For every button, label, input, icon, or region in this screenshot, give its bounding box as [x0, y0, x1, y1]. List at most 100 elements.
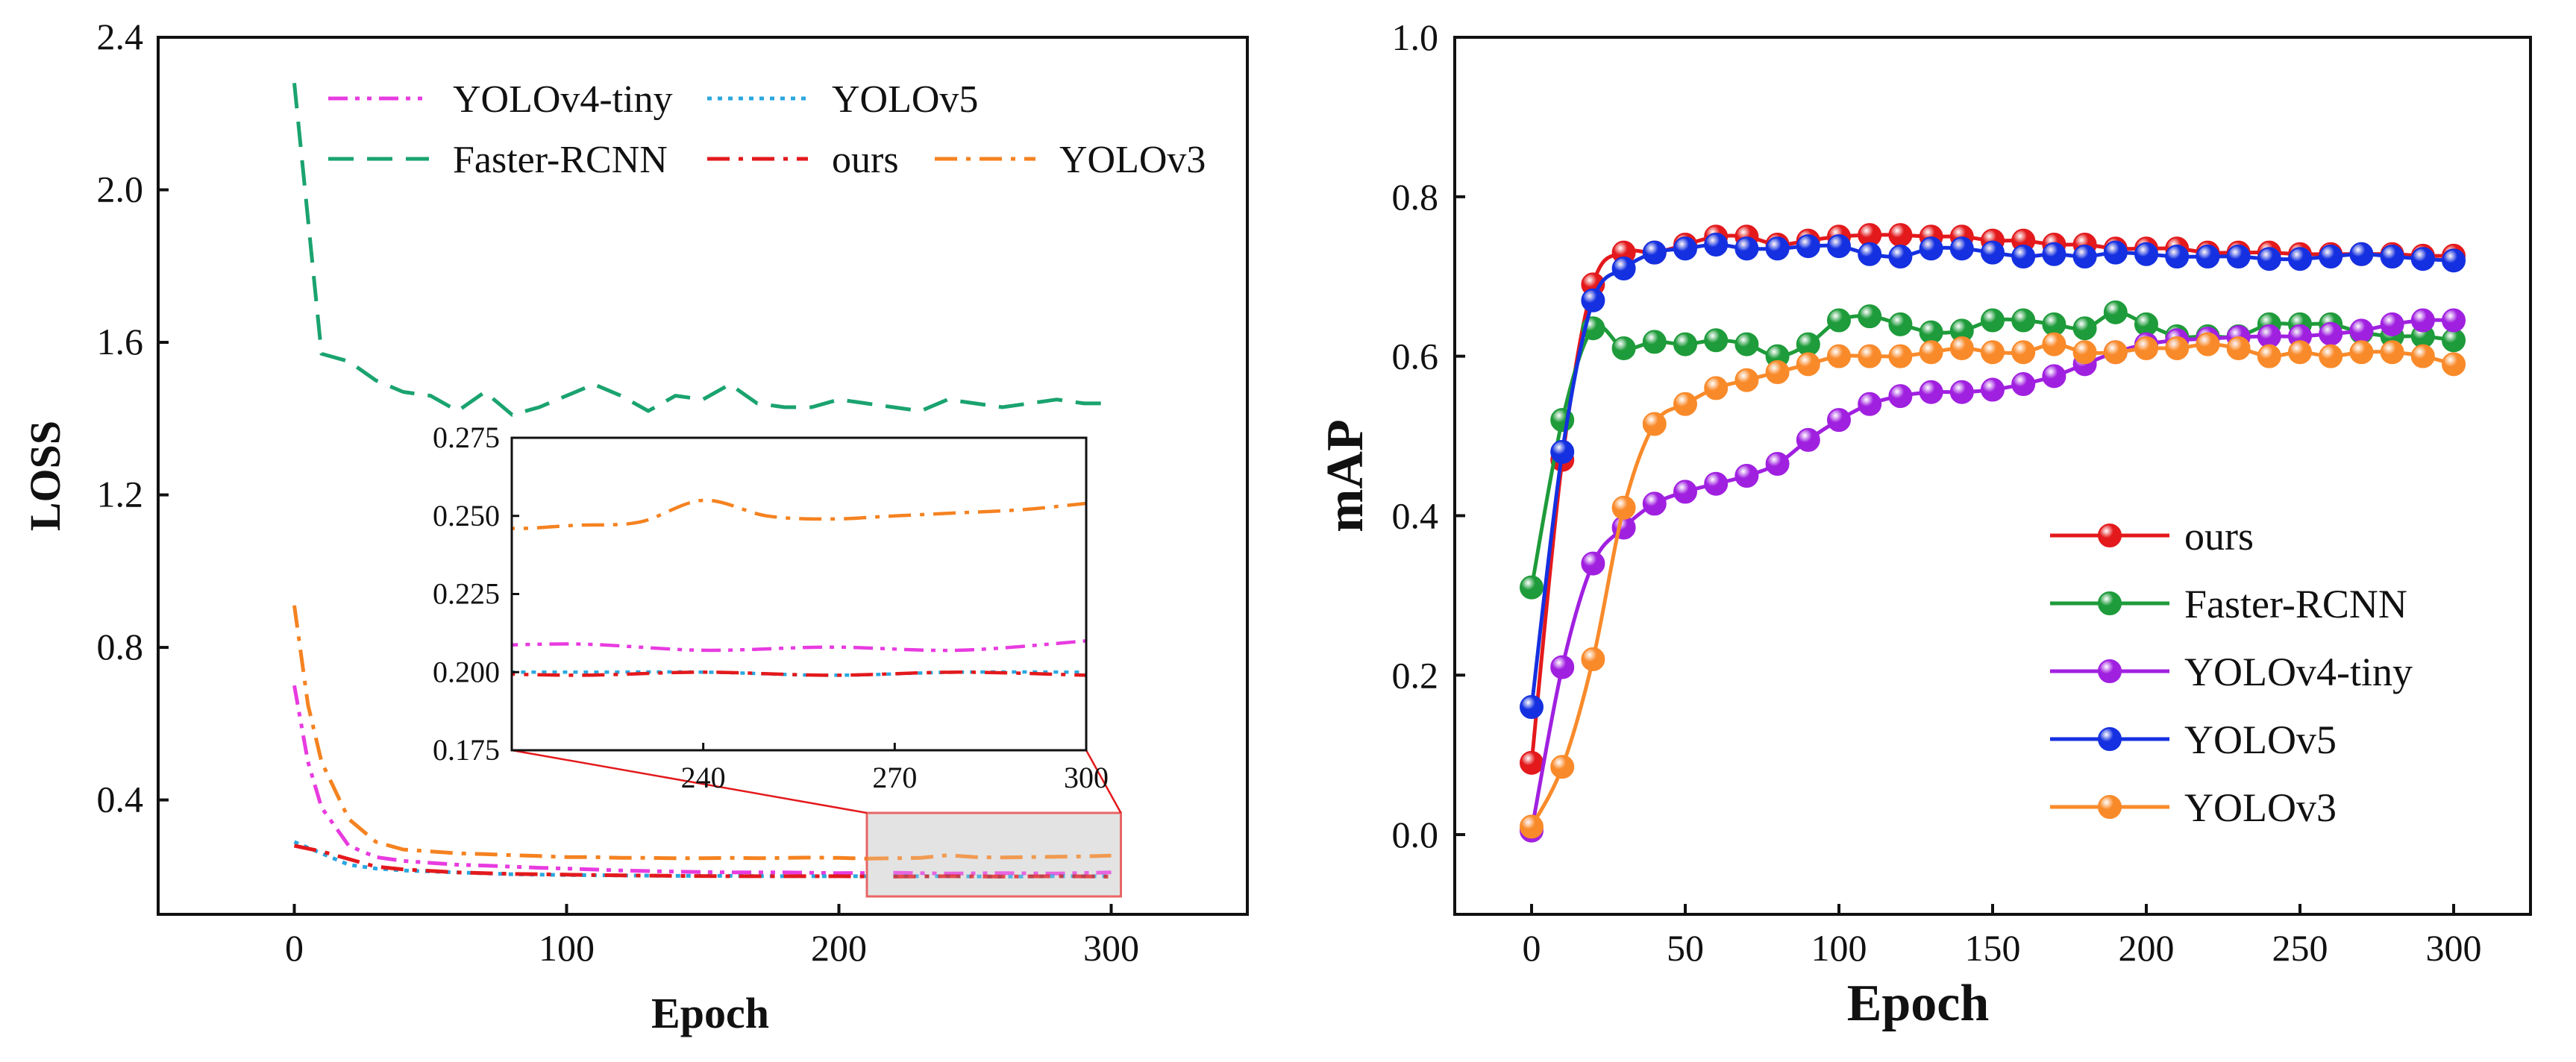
data-point: [1949, 236, 1974, 261]
legend-item-yolov5: YOLOv5: [707, 78, 978, 121]
data-point: [2072, 316, 2097, 341]
y-tick-label: 0.4: [97, 779, 144, 820]
data-point: [2011, 245, 2036, 268]
data-point: [2380, 312, 2404, 336]
data-point: [2103, 300, 2128, 324]
data-point: [2442, 352, 2466, 377]
legend-item-yolov4-tiny: YOLOv4-tiny: [328, 78, 673, 121]
data-point: [1704, 328, 1729, 353]
legend-label: YOLOv3: [2184, 785, 2337, 830]
loss-chart: 0 100 200 300 0.4 0.8 1.2 1.6 2.0 2.4 Epoch LOSS YOL…: [21, 16, 1249, 1037]
data-point: [1673, 480, 1697, 504]
data-point: [2288, 340, 2312, 365]
data-point: [1581, 551, 1605, 576]
data-point: [1827, 408, 1851, 433]
data-point: [1734, 236, 1759, 261]
inset-background: [512, 438, 1086, 750]
legend-item-faster-rcnn: Faster-RCNN: [328, 139, 668, 181]
data-point: [1796, 352, 1820, 377]
legend-marker: [2098, 727, 2122, 751]
data-point: [1858, 392, 1882, 416]
data-point: [1888, 344, 1913, 368]
inset-x-tick-label: 270: [872, 761, 917, 794]
y-axis-title: LOSS: [21, 421, 69, 531]
plot-frame: [1453, 36, 2532, 916]
series-line-ours: [293, 843, 1112, 879]
x-tick-label: 200: [811, 927, 867, 969]
legend-item-ours: ours: [2050, 514, 2254, 559]
inset-series-line-yolov4-tiny: [512, 639, 1086, 653]
data-point: [1765, 360, 1790, 385]
y-tick-label: 2.0: [97, 169, 144, 210]
data-point: [1919, 236, 1943, 261]
data-point: [2165, 336, 2190, 360]
data-point: [1642, 491, 1667, 516]
data-point: [1673, 392, 1697, 416]
data-point: [2011, 308, 2036, 333]
y-tick-label: 0.4: [1392, 494, 1439, 536]
data-point: [1858, 242, 1882, 266]
legend-label: YOLOv5: [832, 78, 978, 121]
y-tick-label: 1.6: [97, 321, 144, 362]
series-line-faster-rcnn: [292, 83, 1112, 417]
data-point: [1827, 344, 1851, 368]
x-axis-title: Epoch: [1847, 975, 1990, 1032]
data-point: [1827, 234, 1851, 259]
data-point: [1734, 368, 1759, 392]
data-point: [1888, 384, 1913, 409]
legend-label: YOLOv3: [1059, 139, 1206, 181]
data-point: [1796, 427, 1820, 452]
legend-marker: [2098, 795, 2122, 819]
data-point: [2410, 344, 2435, 368]
zoom-series-yolov4-tiny: [893, 870, 1112, 876]
data-point: [2011, 372, 2036, 397]
series-yolov5: [1520, 232, 2466, 720]
data-point: [2134, 242, 2158, 266]
data-point: [1704, 376, 1729, 400]
inset-y-tick-label: 0.275: [433, 421, 500, 454]
legend: YOLOv4-tiny YOLOv5 Faster-RCNN ours YOLOv3: [328, 78, 1206, 181]
x-tick-label: 300: [1083, 927, 1139, 969]
legend-marker: [2098, 524, 2122, 547]
data-point: [1611, 336, 1636, 360]
y-tick-label: 0.8: [1392, 176, 1439, 218]
data-point: [1611, 257, 1636, 281]
data-point: [2410, 247, 2435, 271]
data-point: [1704, 471, 1729, 496]
data-point: [1919, 320, 1943, 345]
data-point: [2349, 340, 2374, 365]
data-point: [2349, 242, 2374, 266]
legend-label: YOLOv5: [2184, 717, 2337, 762]
y-tick-label: 0.0: [1392, 814, 1439, 855]
data-point: [2042, 332, 2066, 356]
legend-marker: [2098, 659, 2122, 683]
data-point: [2442, 328, 2466, 353]
zoom-series-ours: [893, 874, 1112, 879]
y-tick-label: 1.2: [97, 474, 144, 515]
data-point: [1520, 750, 1544, 775]
zoom-series-yolov3: [865, 853, 1112, 861]
legend-label: YOLOv4-tiny: [2184, 650, 2413, 694]
x-tick-label: 100: [539, 927, 595, 969]
data-point: [2257, 344, 2281, 368]
data-point: [2103, 340, 2128, 365]
data-point: [2442, 308, 2466, 333]
legend-item-yolov3: YOLOv3: [2050, 785, 2337, 830]
data-point: [1765, 236, 1790, 261]
data-point: [2257, 324, 2281, 348]
data-point: [1888, 312, 1913, 336]
zoom-connector-left: [511, 749, 868, 814]
data-point: [2349, 318, 2374, 343]
legend-item-faster-rcnn: Faster-RCNN: [2050, 582, 2407, 626]
data-point: [2226, 245, 2251, 268]
data-point: [2319, 344, 2343, 368]
y-axis-title: mAP: [1317, 419, 1374, 532]
x-tick-label: 250: [2272, 927, 2328, 969]
data-point: [2196, 245, 2220, 268]
data-point: [2042, 312, 2066, 336]
inset-chart: 240 270 300 0.175 0.200 0.225 0.250 0.275: [433, 421, 1109, 794]
data-point: [2257, 247, 2281, 271]
legend-marker: [2098, 591, 2122, 615]
data-point: [1765, 451, 1790, 476]
